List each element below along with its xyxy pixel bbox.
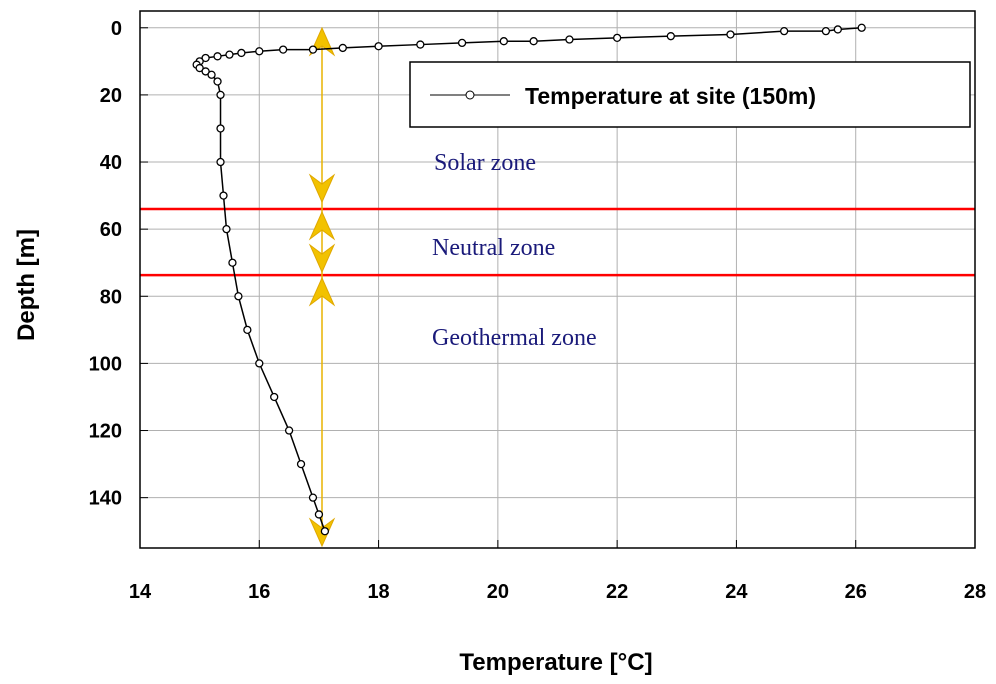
data-point	[217, 125, 224, 132]
data-point	[298, 461, 305, 468]
data-point	[229, 259, 236, 266]
y-axis-label: Depth [m]	[13, 229, 40, 341]
data-point	[256, 48, 263, 55]
data-point	[214, 53, 221, 60]
data-point	[417, 41, 424, 48]
x-tick-label: 22	[606, 581, 628, 603]
chart: Temperature at site (150m) Solar zone Ne…	[0, 0, 996, 684]
x-tick-label: 16	[248, 581, 270, 603]
data-point	[822, 28, 829, 35]
zone-label: Neutral zone	[432, 235, 555, 261]
x-tick-label: 14	[129, 581, 152, 603]
data-point	[271, 393, 278, 400]
data-point	[727, 31, 734, 38]
data-point	[459, 39, 466, 46]
zone-label: Geothermal zone	[432, 325, 597, 351]
data-point	[280, 46, 287, 53]
y-tick-label: 20	[100, 85, 122, 107]
legend-label: Temperature at site (150m)	[525, 83, 816, 109]
zone-label: Solar zone	[434, 150, 536, 176]
data-point	[223, 226, 230, 233]
data-point	[834, 26, 841, 33]
y-tick-label: 100	[89, 353, 122, 375]
data-point	[614, 34, 621, 41]
y-tick-label: 120	[89, 421, 122, 443]
y-tick-label: 140	[89, 488, 122, 510]
data-point	[217, 91, 224, 98]
data-point	[321, 528, 328, 535]
data-point	[214, 78, 221, 85]
data-point	[217, 159, 224, 166]
data-point	[858, 24, 865, 31]
data-point	[530, 38, 537, 45]
x-tick-label: 18	[367, 581, 389, 603]
y-tick-label: 60	[100, 219, 122, 241]
data-point	[309, 494, 316, 501]
data-point	[244, 326, 251, 333]
x-tick-label: 26	[845, 581, 867, 603]
data-point	[309, 46, 316, 53]
data-point	[220, 192, 227, 199]
data-point	[226, 51, 233, 58]
x-tick-label: 28	[964, 581, 986, 603]
data-point	[667, 33, 674, 40]
x-axis-label: Temperature [°C]	[459, 649, 652, 676]
data-point	[375, 43, 382, 50]
y-tick-label: 40	[100, 152, 122, 174]
data-point	[500, 38, 507, 45]
data-point	[238, 49, 245, 56]
y-tick-label: 80	[100, 286, 122, 308]
x-tick-label: 20	[487, 581, 509, 603]
legend-marker	[466, 91, 474, 99]
x-tick-label: 24	[725, 581, 748, 603]
data-point	[339, 44, 346, 51]
data-point	[566, 36, 573, 43]
data-point	[286, 427, 293, 434]
data-point	[315, 511, 322, 518]
data-point	[208, 71, 215, 78]
data-point	[781, 28, 788, 35]
y-tick-label: 0	[111, 18, 122, 40]
data-point	[235, 293, 242, 300]
data-point	[256, 360, 263, 367]
